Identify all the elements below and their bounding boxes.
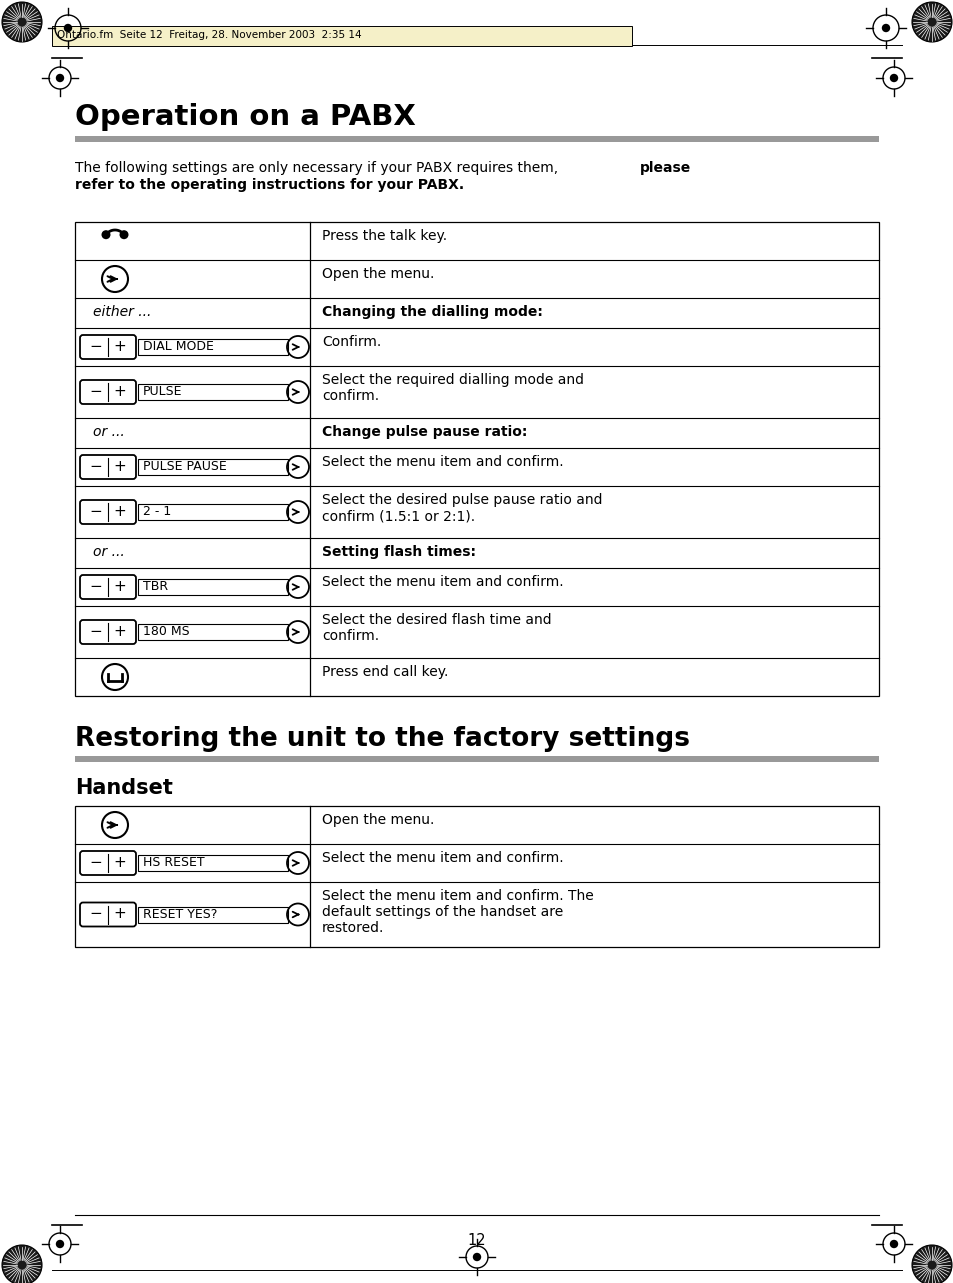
Text: Select the menu item and confirm.: Select the menu item and confirm. [322, 851, 563, 865]
Text: Press the talk key.: Press the talk key. [322, 228, 447, 242]
Bar [138, 579, 288, 595]
Text: +: + [113, 339, 126, 354]
Text: Open the menu.: Open the menu. [322, 267, 434, 281]
Text: Select the desired pulse pause ratio and
confirm (1.5:1 or 2:1).: Select the desired pulse pause ratio and… [322, 493, 602, 523]
Text: TBR: TBR [143, 580, 168, 593]
Text: −: − [90, 579, 102, 594]
Circle shape [56, 1241, 64, 1247]
Text: either ...: either ... [92, 305, 152, 319]
Text: Confirm.: Confirm. [322, 335, 381, 349]
Circle shape [119, 230, 129, 239]
Text: Restoring the unit to the factory settings: Restoring the unit to the factory settin… [75, 726, 689, 752]
Text: Change pulse pause ratio:: Change pulse pause ratio: [322, 425, 527, 439]
Text: −: − [90, 459, 102, 473]
Bar [138, 459, 288, 475]
Circle shape [101, 230, 111, 239]
Text: Select the required dialling mode and
confirm.: Select the required dialling mode and co… [322, 373, 583, 403]
Bar [138, 384, 288, 400]
Text: 2 - 1: 2 - 1 [143, 506, 172, 518]
Text: +: + [113, 384, 126, 399]
FancyBboxPatch shape [80, 902, 136, 926]
Bar [75, 806, 878, 947]
Text: −: − [90, 384, 102, 399]
Text: 12: 12 [467, 1233, 486, 1248]
Text: 180 MS: 180 MS [143, 625, 190, 638]
Text: refer to the operating instructions for your PABX.: refer to the operating instructions for … [75, 178, 464, 192]
Text: Handset: Handset [75, 777, 172, 798]
Circle shape [911, 3, 951, 42]
Text: Press end call key.: Press end call key. [322, 665, 448, 679]
FancyBboxPatch shape [80, 335, 136, 359]
Text: +: + [113, 504, 126, 520]
Circle shape [65, 24, 71, 32]
FancyBboxPatch shape [80, 455, 136, 479]
FancyBboxPatch shape [80, 380, 136, 404]
Bar [138, 854, 288, 871]
Circle shape [911, 1245, 951, 1283]
Text: Select the menu item and confirm.: Select the menu item and confirm. [322, 575, 563, 589]
Text: −: − [90, 907, 102, 921]
Circle shape [2, 3, 42, 42]
Text: Select the menu item and confirm.: Select the menu item and confirm. [322, 455, 563, 470]
Text: or ...: or ... [92, 545, 125, 559]
Text: PULSE: PULSE [143, 385, 182, 398]
Text: Select the menu item and confirm. The
default settings of the handset are
restor: Select the menu item and confirm. The de… [322, 889, 593, 935]
Text: The following settings are only necessary if your PABX requires them,: The following settings are only necessar… [75, 160, 562, 174]
Text: Ontario.fm  Seite 12  Freitag, 28. November 2003  2:35 14: Ontario.fm Seite 12 Freitag, 28. Novembe… [57, 30, 361, 40]
Circle shape [473, 1253, 480, 1260]
Text: HS RESET: HS RESET [143, 856, 204, 869]
Text: +: + [113, 854, 126, 870]
Text: please: please [639, 160, 691, 174]
Bar [138, 907, 288, 922]
Text: Select the desired flash time and
confirm.: Select the desired flash time and confir… [322, 613, 551, 643]
FancyBboxPatch shape [80, 620, 136, 644]
Text: Open the menu.: Open the menu. [322, 813, 434, 828]
Text: Changing the dialling mode:: Changing the dialling mode: [322, 305, 542, 319]
Text: DIAL MODE: DIAL MODE [143, 340, 213, 353]
Circle shape [889, 1241, 897, 1247]
Text: +: + [113, 907, 126, 921]
Text: PULSE PAUSE: PULSE PAUSE [143, 461, 227, 473]
Text: +: + [113, 459, 126, 473]
Circle shape [882, 24, 888, 32]
Text: Setting flash times:: Setting flash times: [322, 545, 476, 559]
FancyBboxPatch shape [80, 500, 136, 523]
Text: +: + [113, 579, 126, 594]
Text: −: − [90, 854, 102, 870]
FancyBboxPatch shape [52, 26, 631, 46]
Text: +: + [113, 624, 126, 639]
Text: or ...: or ... [92, 425, 125, 439]
Bar [75, 222, 878, 695]
Text: Operation on a PABX: Operation on a PABX [75, 103, 416, 131]
Circle shape [889, 74, 897, 82]
Bar [138, 624, 288, 640]
Text: RESET YES?: RESET YES? [143, 907, 217, 920]
FancyBboxPatch shape [80, 851, 136, 875]
FancyBboxPatch shape [80, 575, 136, 599]
Text: −: − [90, 339, 102, 354]
Bar [138, 504, 288, 520]
Circle shape [56, 74, 64, 82]
Text: −: − [90, 624, 102, 639]
Bar [75, 136, 878, 142]
Circle shape [2, 1245, 42, 1283]
Bar [75, 756, 878, 762]
Text: −: − [90, 504, 102, 520]
Bar [138, 339, 288, 355]
